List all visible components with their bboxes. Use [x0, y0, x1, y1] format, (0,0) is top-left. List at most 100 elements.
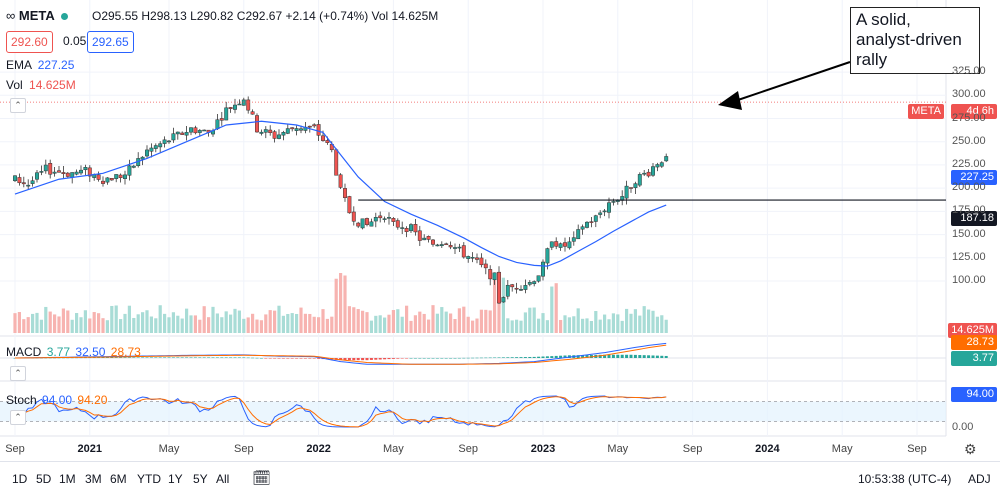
macd-histogram-bar	[259, 358, 263, 359]
candle-body	[404, 228, 409, 233]
timeframe-all-button[interactable]: All	[216, 472, 230, 486]
volume-bar	[127, 305, 131, 333]
candle-body	[259, 131, 264, 134]
volume-bar	[515, 319, 519, 333]
candle-body	[57, 170, 61, 173]
macd-histogram-bar	[97, 357, 101, 358]
candle-body	[497, 271, 501, 304]
volume-bar	[664, 319, 668, 333]
time-tick-label: May	[383, 443, 404, 455]
macd-histogram-bar	[356, 358, 360, 361]
macd-histogram-bar	[660, 355, 664, 358]
macd-histogram-bar	[83, 357, 87, 359]
vol-legend[interactable]: Vol 14.625M	[6, 78, 76, 92]
price-tick-label: 225.00	[952, 157, 986, 170]
timeframe-ytd-button[interactable]: YTD	[137, 472, 161, 486]
volume-bar	[550, 286, 554, 333]
macd-histogram-bar	[308, 358, 312, 359]
stoch-legend[interactable]: Stoch 94.00 94.20	[6, 393, 107, 407]
vol-legend-value: 14.625M	[29, 78, 76, 92]
macd-legend-name: MACD	[6, 345, 42, 359]
candle-body	[422, 237, 427, 241]
volume-bar	[185, 308, 189, 333]
ema-legend[interactable]: EMA 227.25	[6, 58, 74, 72]
volume-bar	[563, 315, 567, 333]
candle-body	[246, 99, 251, 111]
timeframe-3m-button[interactable]: 3M	[85, 472, 102, 486]
macd-histogram-bar	[457, 357, 461, 359]
settings-gear-icon[interactable]: ⚙	[964, 441, 977, 457]
ask-price-box[interactable]: 292.65	[87, 31, 134, 53]
volume-bar	[35, 312, 39, 333]
candle-body	[598, 212, 603, 215]
volume-bar	[510, 320, 514, 333]
candle-body	[426, 236, 431, 240]
candle-body	[444, 243, 449, 246]
candle-body	[343, 188, 347, 198]
adj-toggle[interactable]: ADJ	[968, 472, 991, 486]
volume-bar	[242, 318, 246, 333]
volume-bar	[317, 317, 321, 333]
volume-bar	[83, 310, 87, 333]
date-range-icon[interactable]: 🗓	[252, 470, 272, 487]
candle-body	[145, 149, 149, 157]
candle-body	[470, 257, 475, 259]
symbol-header[interactable]: ∞ META	[6, 8, 69, 23]
volume-bar	[48, 311, 52, 333]
candle-body	[48, 163, 53, 175]
volume-bar	[264, 314, 268, 333]
collapse-macd-button[interactable]: ⌃	[10, 366, 26, 381]
symbol-name: META	[18, 8, 55, 23]
macd-histogram-bar	[607, 354, 611, 358]
volume-bar	[211, 306, 215, 333]
bid-price-box[interactable]: 292.60	[6, 31, 53, 53]
macd-histogram-bar	[290, 358, 294, 359]
volume-bar	[391, 310, 395, 333]
volume-bar	[638, 315, 642, 333]
volume-bar	[383, 317, 387, 333]
candle-body	[549, 241, 554, 248]
volume-bar	[114, 305, 118, 333]
candle-body	[527, 282, 532, 285]
candle-body	[74, 171, 79, 175]
volume-bar	[655, 316, 659, 333]
chevron-up-icon: ⌃	[14, 412, 22, 422]
candle-body	[602, 210, 607, 213]
macd-histogram-bar	[207, 357, 211, 358]
infinity-logo-icon: ∞	[6, 8, 16, 23]
volume-bar	[70, 319, 74, 333]
vol-legend-name: Vol	[6, 78, 23, 92]
candle-body	[321, 135, 325, 141]
candle-body	[233, 104, 237, 110]
candle-body	[510, 284, 515, 288]
macd-histogram-bar	[598, 354, 602, 358]
annotation-callout[interactable]: A solid, analyst-driven rally	[850, 7, 980, 74]
timeframe-6m-button[interactable]: 6M	[110, 472, 127, 486]
symbol-price-tag: META	[908, 104, 944, 119]
macd-histogram-bar	[167, 357, 171, 358]
collapse-stoch-button[interactable]: ⌃	[10, 410, 26, 425]
macd-histogram-bar	[409, 358, 413, 359]
annotation-arrow-head	[718, 91, 742, 110]
timeframe-1y-button[interactable]: 1Y	[168, 472, 183, 486]
timeframe-1m-button[interactable]: 1M	[59, 472, 76, 486]
candle-body	[21, 182, 26, 185]
macd-histogram-bar	[501, 357, 505, 358]
macd-histogram-bar	[400, 358, 404, 359]
volume-bar	[286, 313, 290, 333]
timeframe-1d-button[interactable]: 1D	[12, 472, 28, 486]
timeframe-5y-button[interactable]: 5Y	[193, 472, 208, 486]
ema-legend-value: 227.25	[37, 58, 75, 72]
volume-bar	[457, 308, 461, 333]
volume-bar	[215, 313, 219, 333]
volume-bar	[374, 315, 378, 333]
clock-readout[interactable]: 10:53:38 (UTC-4)	[858, 472, 952, 486]
candle-body	[338, 174, 343, 188]
volume-bar	[475, 318, 479, 333]
collapse-legend-button[interactable]: ⌃	[10, 98, 26, 113]
macd-histogram-bar	[202, 357, 206, 358]
candle-body	[492, 272, 497, 281]
macd-legend[interactable]: MACD 3.77 32.50 28.73	[6, 345, 141, 359]
timeframe-5d-button[interactable]: 5D	[36, 472, 52, 486]
